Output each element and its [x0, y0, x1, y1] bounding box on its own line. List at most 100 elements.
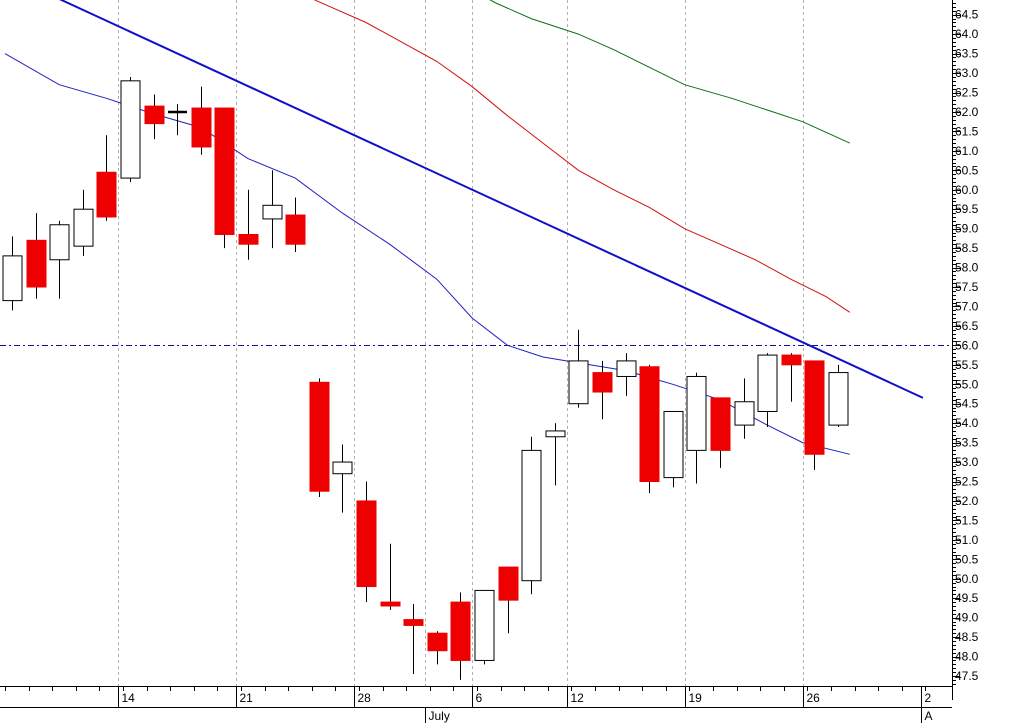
- candle-body: [521, 449, 542, 582]
- candle: [686, 372, 707, 484]
- candle-body: [262, 204, 283, 220]
- x-date-label: 21: [240, 691, 254, 705]
- candle: [238, 189, 259, 260]
- y-tick-label: 63.5: [955, 47, 979, 61]
- candle-body: [568, 360, 589, 405]
- candle: [427, 631, 448, 665]
- x-date-label: 19: [689, 691, 703, 705]
- y-tick-label: 64.5: [955, 8, 979, 22]
- candle-body: [73, 208, 94, 247]
- y-tick-label: 61.0: [955, 144, 979, 158]
- candles: [2, 76, 849, 680]
- candle: [616, 353, 637, 396]
- y-tick-label: 53.5: [955, 436, 979, 450]
- candle: [734, 378, 755, 439]
- x-month-label: A: [925, 709, 933, 723]
- candle: [285, 197, 306, 252]
- y-tick-label: 57.0: [955, 299, 979, 313]
- candle-body: [356, 500, 377, 588]
- candle-body: [498, 566, 519, 601]
- candle-body: [427, 632, 448, 652]
- candle-body: [804, 360, 825, 455]
- candle: [568, 329, 589, 408]
- candle-body: [616, 360, 637, 377]
- candle: [639, 364, 660, 494]
- y-tick-label: 59.5: [955, 202, 979, 216]
- y-tick-label: 51.5: [955, 513, 979, 527]
- candle: [168, 104, 187, 136]
- candle: [96, 135, 117, 221]
- candle: [262, 170, 283, 249]
- y-tick-label: 54.0: [955, 416, 979, 430]
- y-tick-label: 56.0: [955, 338, 979, 352]
- x-date-label: 28: [358, 691, 372, 705]
- y-tick-label: 56.5: [955, 319, 979, 333]
- candle: [73, 189, 94, 256]
- y-tick-label: 49.0: [955, 611, 979, 625]
- y-tick-label: 54.5: [955, 397, 979, 411]
- y-tick-label: 52.5: [955, 475, 979, 489]
- y-tick-label: 55.5: [955, 358, 979, 372]
- y-tick-label: 53.0: [955, 455, 979, 469]
- candle: [757, 353, 778, 428]
- candle: [120, 76, 141, 182]
- x-date-label: 6: [476, 691, 483, 705]
- y-tick-label: 63.0: [955, 66, 979, 80]
- candle: [26, 213, 47, 299]
- y-tick-label: 60.5: [955, 163, 979, 177]
- y-tick-label: 61.5: [955, 124, 979, 138]
- candle-body: [592, 372, 613, 393]
- candle-body: [120, 80, 141, 179]
- y-tick-label: 59.0: [955, 222, 979, 236]
- x-date-label: 12: [571, 691, 585, 705]
- candle: [380, 543, 401, 610]
- candle: [474, 589, 495, 665]
- candle-body: [285, 214, 306, 245]
- y-tick-label: 55.0: [955, 377, 979, 391]
- candle-body: [214, 107, 235, 235]
- y-tick-label: 48.0: [955, 650, 979, 664]
- candle-body: [2, 255, 23, 302]
- trendline: [59, 0, 924, 399]
- candle: [592, 360, 613, 420]
- y-tick-label: 60.0: [955, 183, 979, 197]
- trendline-line: [59, 0, 924, 399]
- candle: [804, 360, 825, 470]
- candle: [498, 566, 519, 634]
- candle: [663, 410, 684, 488]
- y-tick-label: 64.0: [955, 27, 979, 41]
- candle-body: [545, 430, 566, 438]
- candle: [403, 604, 424, 675]
- candle: [309, 378, 330, 498]
- candle: [144, 94, 165, 140]
- candle: [332, 444, 353, 513]
- x-date-label: 14: [122, 691, 136, 705]
- candle: [2, 236, 23, 311]
- candle-body: [781, 354, 802, 366]
- moving-average-line-2: [313, 0, 851, 313]
- y-tick-label: 48.5: [955, 630, 979, 644]
- candle-body: [332, 461, 353, 475]
- y-tick-label: 57.5: [955, 280, 979, 294]
- candle-body: [26, 239, 47, 288]
- y-tick-label: 58.5: [955, 241, 979, 255]
- candle-body: [639, 366, 660, 482]
- y-axis: 47.5 48.0 48.5 49.0 49.5 50.0 50.5 51.0 51.5 52.0…: [952, 0, 979, 700]
- candle-body: [686, 375, 707, 451]
- candle-body: [710, 397, 731, 451]
- candle-body: [828, 372, 849, 426]
- candle: [521, 436, 542, 595]
- vertical-gridlines: [118, 0, 804, 686]
- candle: [191, 86, 212, 155]
- y-tick-label: 51.0: [955, 533, 979, 547]
- candle: [545, 423, 566, 486]
- y-tick-label: 50.5: [955, 552, 979, 566]
- candle: [781, 353, 802, 402]
- y-tick-label: 62.5: [955, 86, 979, 100]
- y-tick-label: 62.0: [955, 105, 979, 119]
- candle-body: [757, 354, 778, 412]
- candle-body: [403, 619, 424, 626]
- x-month-label: July: [429, 709, 450, 723]
- candle-body: [663, 410, 684, 479]
- candle-body: [238, 233, 259, 245]
